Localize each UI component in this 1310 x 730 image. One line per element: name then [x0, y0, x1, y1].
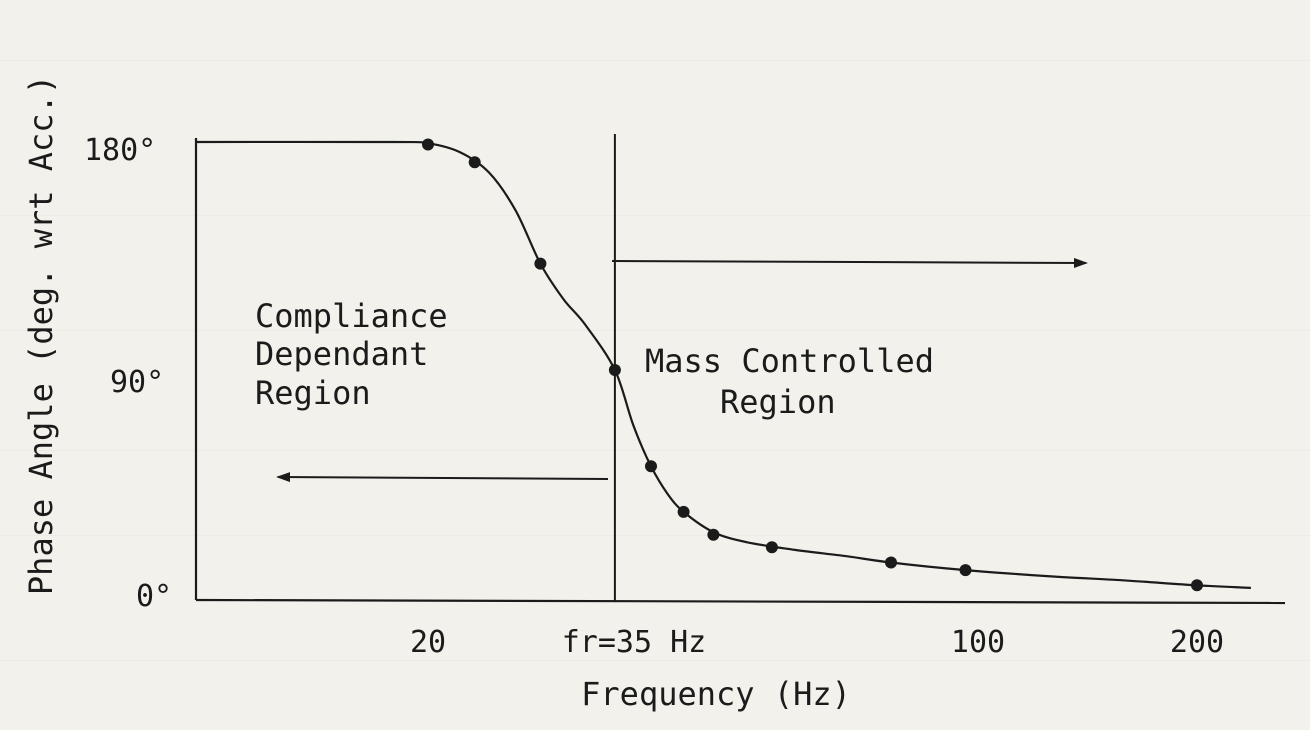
data-point-5 [645, 460, 657, 473]
y-tick-label-90: 90° [110, 365, 164, 400]
compliance-region-line-1: Compliance [255, 297, 448, 335]
x-axis-title: Frequency (Hz) [581, 675, 851, 713]
y-axis-title: Phase Angle (deg. wrt Acc.) [22, 75, 60, 595]
data-point-3 [534, 257, 547, 270]
compliance-arrow [276, 472, 609, 483]
data-point-4 [608, 364, 621, 376]
data-point-7 [707, 528, 720, 541]
data-point-2 [468, 156, 481, 169]
x-tick-label-200: 200 [1170, 625, 1224, 660]
x-tick-label-100: 100 [951, 625, 1005, 660]
data-point-1 [422, 138, 434, 151]
compliance-region-line-2: Dependant [255, 335, 428, 373]
y-tick-label-180: 180° [84, 133, 156, 168]
data-point-9 [885, 556, 897, 569]
x-axis [195, 598, 1286, 605]
mass-region-line-2: Region [720, 383, 836, 421]
y-tick-label-0: 0° [136, 579, 172, 614]
x-tick-label-resonance: fr=35 Hz [562, 625, 707, 660]
data-point-6 [677, 505, 690, 518]
phase-curve [196, 140, 1251, 589]
mass-controlled-arrow [611, 257, 1088, 268]
data-points [422, 138, 1203, 592]
mass-region-line-1: Mass Controlled [645, 342, 934, 380]
compliance-region-line-3: Region [255, 374, 371, 412]
x-tick-label-20: 20 [410, 625, 446, 660]
data-point-10 [959, 564, 972, 577]
data-point-8 [765, 541, 778, 554]
data-point-11 [1191, 579, 1203, 592]
